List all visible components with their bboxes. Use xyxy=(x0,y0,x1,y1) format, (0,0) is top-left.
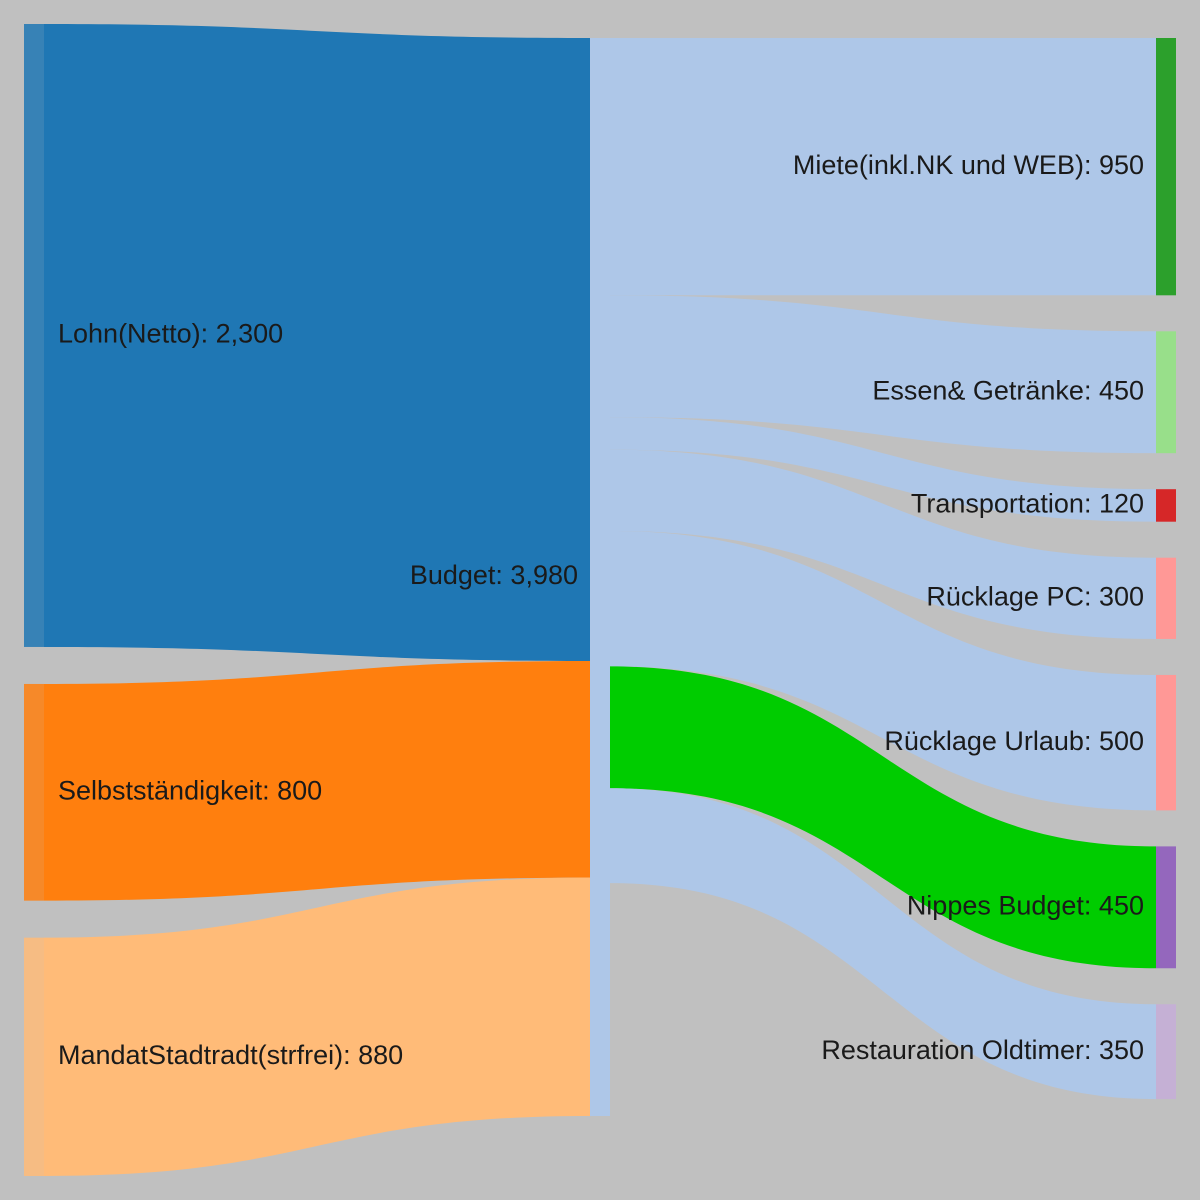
node-urlaub xyxy=(1156,674,1176,811)
link-budget-to-pc xyxy=(610,449,1156,639)
link-budget-to-transport xyxy=(610,417,1156,522)
node-pc xyxy=(1156,557,1176,639)
link-budget-to-urlaub xyxy=(610,530,1156,811)
link-budget-to-essen xyxy=(610,295,1156,454)
node-label-lohn: Lohn(Netto): 2,300 xyxy=(58,319,283,349)
link-budget-to-nippes xyxy=(610,666,1156,969)
node-lohn xyxy=(24,24,44,647)
link-lohn-to-budget xyxy=(44,24,590,661)
node-nippes xyxy=(1156,846,1176,969)
node-label-urlaub: Rücklage Urlaub: 500 xyxy=(884,726,1144,756)
node-label-transport: Transportation: 120 xyxy=(911,489,1144,519)
links-layer xyxy=(44,24,1156,1176)
link-mandat-to-budget xyxy=(44,877,590,1176)
link-budget-to-oldtimer xyxy=(610,788,1156,1100)
node-selbst xyxy=(24,683,44,901)
node-budget xyxy=(590,38,610,1116)
node-mandat xyxy=(24,937,44,1176)
node-label-nippes: Nippes Budget: 450 xyxy=(907,890,1144,920)
node-label-selbst: Selbstständigkeit: 800 xyxy=(58,775,322,805)
node-transport xyxy=(1156,489,1176,522)
node-label-mandat: MandatStadtradt(strfrei): 880 xyxy=(58,1040,403,1070)
node-miete xyxy=(1156,38,1176,296)
node-essen xyxy=(1156,331,1176,454)
node-oldtimer xyxy=(1156,1004,1176,1100)
node-label-oldtimer: Restauration Oldtimer: 350 xyxy=(821,1035,1144,1065)
link-selbst-to-budget xyxy=(44,660,590,901)
node-label-budget: Budget: 3,980 xyxy=(410,560,578,590)
nodes-layer xyxy=(24,24,1176,1176)
node-label-miete: Miete(inkl.NK und WEB): 950 xyxy=(793,150,1144,180)
link-budget-to-miete xyxy=(610,38,1156,296)
labels-layer: Lohn(Netto): 2,300 Selbstständigkeit: 800… xyxy=(58,150,1144,1070)
node-label-pc: Rücklage PC: 300 xyxy=(926,581,1144,611)
node-label-essen: Essen& Getränke: 450 xyxy=(872,375,1144,405)
